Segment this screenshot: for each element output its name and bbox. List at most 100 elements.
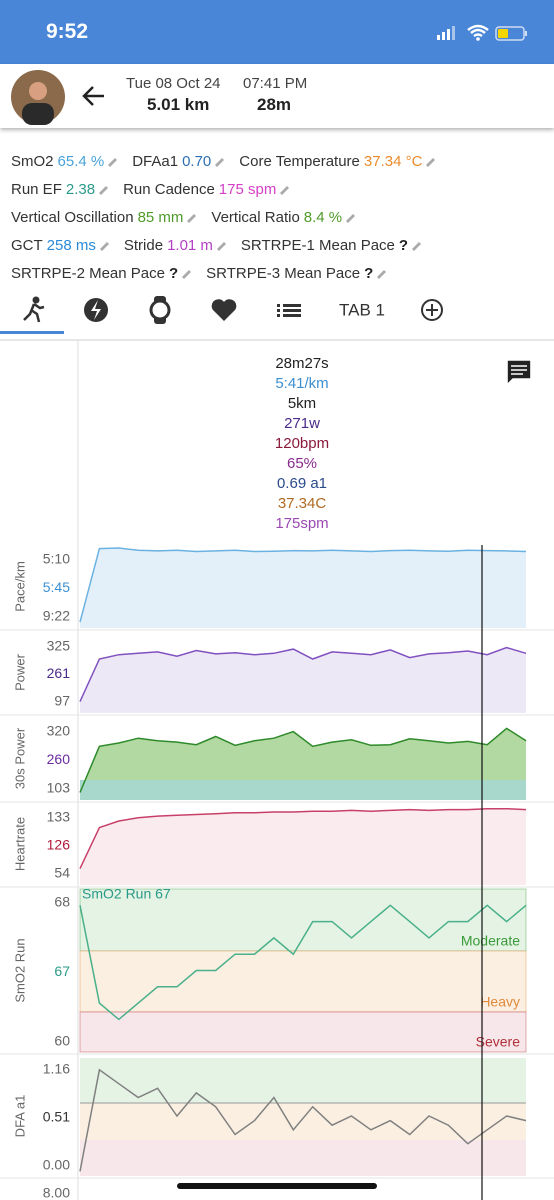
metric-row: Run EF 2.38 Run Cadence 175 spm (11, 175, 551, 203)
metric-label: Core Temperature (239, 152, 360, 170)
distance[interactable]: 5.01 km (147, 95, 210, 114)
metric-label: Stride (123, 236, 164, 254)
metric: Vertical Oscillation 85 mm (11, 209, 197, 226)
tick-label: 103 (47, 780, 71, 796)
band (80, 1058, 526, 1103)
metric-value: 175 spm (218, 180, 277, 198)
band (80, 1140, 526, 1176)
metric: SRTRPE-3 Mean Pace? (206, 265, 387, 282)
metric-row: SRTRPE-2 Mean Pace? SRTRPE-3 Mean Pace? (11, 259, 551, 287)
summary-line: 65% (287, 455, 317, 472)
metric-label: SmO2 (11, 152, 54, 170)
tick-label: 9:22 (43, 608, 70, 624)
tick-label: 0.51 (43, 1109, 70, 1125)
zone (79, 888, 527, 952)
tick-label: 97 (54, 693, 70, 709)
tick-label: 67 (54, 963, 70, 979)
metric-label: Vertical Oscillation (11, 208, 134, 226)
summary-line: 175spm (275, 515, 328, 532)
tick-label: 0.00 (43, 1157, 70, 1173)
trace (79, 807, 527, 869)
panel-label: 30s Power (12, 727, 27, 789)
comment-button[interactable] (506, 359, 532, 387)
area (80, 647, 526, 713)
tick-label: 8.00 (43, 1185, 70, 1200)
zone (79, 1011, 527, 1053)
tick-label: 261 (47, 665, 71, 681)
tick-label: 260 (47, 751, 71, 767)
metric-value: ? (364, 264, 374, 282)
metric-row: SmO2 65.4 % DFAa1 0.70 Core Temperature 37.34… (11, 147, 551, 175)
metric-value: ? (168, 264, 179, 282)
metric: SRTRPE-1 Mean Pace? (241, 237, 422, 254)
panel-label: SmO2 Run (12, 938, 27, 1002)
metric: Core Temperature 37.34 °C (239, 153, 436, 170)
panel-label: Power (12, 653, 27, 691)
trace (79, 646, 527, 702)
zone (79, 950, 527, 1013)
metrics: SmO2 65.4 % DFAa1 0.70 Core Temperature 37.34… (11, 147, 551, 287)
area (80, 808, 526, 885)
metric: GCT 258 ms (11, 237, 110, 254)
metric-value: 258 ms (46, 236, 96, 254)
metric-label: DFAa1 (132, 152, 179, 170)
summary-line: 37.34C (278, 495, 327, 512)
zone-label: Severe (476, 1034, 521, 1050)
metric-value: 8.4 % (303, 208, 343, 226)
metric: Run EF 2.38 (11, 181, 109, 198)
metric-label: Run Cadence (123, 180, 215, 198)
summary-line: 120bpm (275, 435, 329, 452)
summary-line: 5km (288, 395, 316, 412)
summary-line: 0.69 a1 (277, 475, 327, 492)
tab-label[interactable]: TAB 1 (339, 300, 385, 319)
tick-label: 5:10 (43, 551, 70, 567)
metric-value: 0.70 (182, 152, 212, 170)
panel-label: DFA a1 (12, 1095, 27, 1138)
header: Tue 08 Oct 24 07:41 PM 5.01 km 28m (0, 64, 554, 128)
metric-label: Run EF (11, 180, 62, 198)
zone-label: Heavy (480, 994, 520, 1010)
tick-label: 133 (47, 809, 71, 825)
status-icons (437, 24, 527, 41)
metric: SRTRPE-2 Mean Pace? (11, 265, 192, 282)
home-indicator (177, 1183, 377, 1189)
metric: Vertical Ratio 8.4 % (211, 209, 356, 226)
tick-label: 1.16 (43, 1061, 70, 1077)
status-bar: 9:52 (0, 0, 554, 64)
trace (79, 904, 527, 1021)
metric-row: GCT 258 ms Stride 1.01 m SRTRPE-1 Mean Pace? (11, 231, 551, 259)
panel-label: Heartrate (12, 817, 27, 871)
metric-value: 1.01 m (167, 236, 213, 254)
bottom-band (80, 780, 526, 800)
tick-label: 60 (54, 1033, 70, 1049)
clock: 9:52 (46, 20, 89, 43)
avatar[interactable] (10, 69, 66, 125)
summary-line: 5:41/km (275, 375, 328, 392)
tick-label: 126 (47, 837, 71, 853)
duration: 28m (257, 95, 292, 114)
metric-value: 85 mm (137, 208, 184, 226)
metric-value: ? (398, 236, 409, 254)
summary-line: 271w (284, 415, 320, 432)
tick-label: 5:45 (43, 579, 70, 595)
zone-label: Moderate (461, 933, 520, 949)
band (80, 1103, 526, 1140)
trace (79, 1068, 527, 1172)
metric: SmO2 65.4 % (11, 153, 118, 170)
start-time[interactable]: 07:41 PM (243, 75, 308, 92)
tick-label: 325 (47, 638, 71, 654)
tick-label: 54 (54, 865, 70, 881)
tab-bar: TAB 1 (0, 296, 443, 334)
metric-label: Vertical Ratio (211, 208, 300, 226)
back-button[interactable] (80, 82, 108, 110)
metric-value: 37.34 °C (363, 152, 423, 170)
metric-label: SRTRPE-1 Mean Pace (240, 236, 395, 254)
metric: Stride 1.01 m (124, 237, 227, 254)
area (80, 548, 526, 628)
metric-label: GCT (11, 236, 43, 254)
metric-label: SRTRPE-3 Mean Pace (206, 264, 361, 282)
summary-line: 28m27s (275, 355, 328, 372)
date[interactable]: Tue 08 Oct 24 (126, 75, 221, 92)
panel-label: Pace/km (12, 561, 27, 612)
